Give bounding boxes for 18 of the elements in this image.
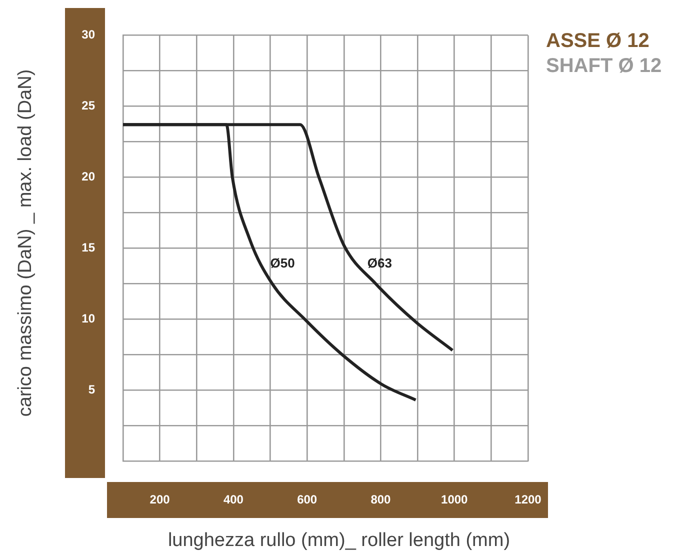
y-tick-label: 20 [82,169,96,184]
x-tick-label: 1000 [441,492,468,507]
x-tick-label: 1200 [514,492,542,507]
x-axis-title: lunghezza rullo (mm)_ roller length (mm) [168,530,510,552]
text: SHAFT Ø 12 [546,55,662,78]
y-tick-label: 10 [82,311,96,326]
y-tick-label: 15 [82,240,96,254]
y-axis-title: carico massimo (DaN) _ max. load (DaN) [15,69,37,417]
x-tick-label: 200 [150,492,170,507]
annotation: Ø50 [270,256,295,271]
annotation: Ø63 [367,256,392,271]
x-tick-label: 400 [223,492,244,507]
y-tick-label: 5 [88,382,96,396]
x-tick-label: 600 [297,492,318,507]
text: ASSE Ø 12 [546,30,650,53]
x-tick-label: 800 [370,492,392,507]
y-tick-label: 30 [82,28,96,42]
y-tick-label: 25 [82,98,96,112]
